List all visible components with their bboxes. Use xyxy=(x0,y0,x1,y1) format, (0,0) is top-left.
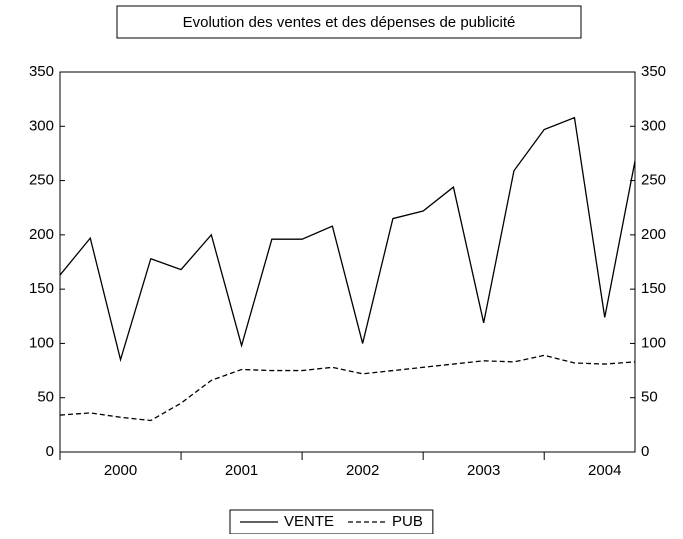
x-tick-label: 2000 xyxy=(104,462,137,479)
y2-tick-label: 300 xyxy=(641,117,666,134)
chart-title: Evolution des ventes et des dépenses de … xyxy=(183,14,516,31)
y2-tick-label: 350 xyxy=(641,63,666,80)
legend-label: VENTE xyxy=(284,513,334,530)
y2-tick-label: 150 xyxy=(641,280,666,297)
y-tick-label: 300 xyxy=(29,117,54,134)
y2-tick-label: 50 xyxy=(641,389,658,406)
y-tick-label: 350 xyxy=(29,63,54,80)
x-tick-label: 2001 xyxy=(225,462,258,479)
y2-tick-label: 200 xyxy=(641,226,666,243)
x-tick-label: 2003 xyxy=(467,462,500,479)
y-tick-label: 250 xyxy=(29,172,54,189)
y-tick-label: 200 xyxy=(29,226,54,243)
legend-label: PUB xyxy=(392,513,423,530)
series-line xyxy=(59,354,636,422)
y-tick-label: 50 xyxy=(37,389,54,406)
x-tick-label: 2004 xyxy=(588,462,621,479)
y-tick-label: 0 xyxy=(46,443,54,460)
plot-frame xyxy=(59,71,636,453)
y-tick-label: 150 xyxy=(29,280,54,297)
title-box xyxy=(116,5,582,39)
y2-tick-label: 0 xyxy=(641,443,649,460)
series-line xyxy=(59,116,636,363)
y2-tick-label: 250 xyxy=(641,172,666,189)
x-tick-label: 2002 xyxy=(346,462,379,479)
y-tick-label: 100 xyxy=(29,334,54,351)
y2-tick-label: 100 xyxy=(641,334,666,351)
legend: VENTE PUB xyxy=(229,509,434,535)
